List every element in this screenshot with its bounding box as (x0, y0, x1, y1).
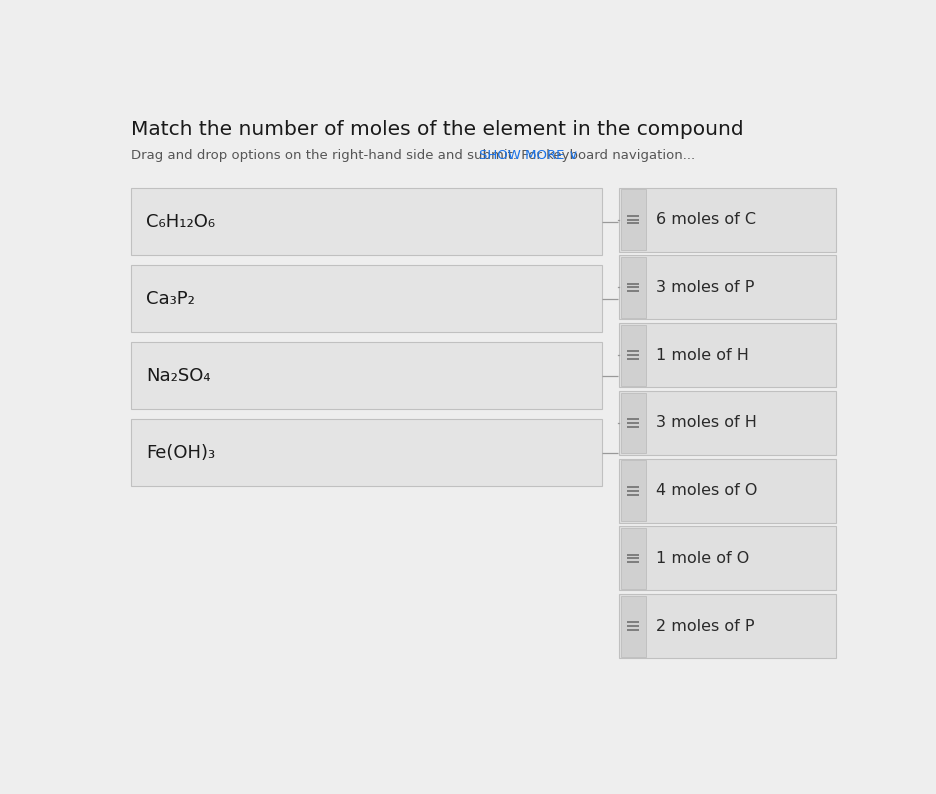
Text: Ca₃P₂: Ca₃P₂ (146, 290, 196, 307)
Text: C₆H₁₂O₆: C₆H₁₂O₆ (146, 213, 215, 230)
FancyBboxPatch shape (621, 528, 646, 589)
Text: 4 moles of O: 4 moles of O (656, 484, 758, 498)
FancyBboxPatch shape (621, 596, 646, 657)
Text: Fe(OH)₃: Fe(OH)₃ (146, 444, 215, 461)
FancyBboxPatch shape (620, 187, 836, 252)
FancyBboxPatch shape (621, 461, 646, 521)
FancyBboxPatch shape (620, 459, 836, 522)
FancyBboxPatch shape (131, 418, 602, 487)
Text: 1 mole of H: 1 mole of H (656, 348, 750, 363)
FancyBboxPatch shape (131, 341, 602, 410)
Text: 6 moles of C: 6 moles of C (656, 212, 756, 227)
FancyBboxPatch shape (620, 594, 836, 658)
FancyBboxPatch shape (131, 264, 602, 333)
FancyBboxPatch shape (620, 323, 836, 387)
FancyBboxPatch shape (621, 189, 646, 250)
Text: Drag and drop options on the right-hand side and submit. For keyboard navigation: Drag and drop options on the right-hand … (131, 149, 704, 162)
FancyBboxPatch shape (131, 187, 602, 256)
Text: 3 moles of H: 3 moles of H (656, 415, 757, 430)
FancyBboxPatch shape (620, 391, 836, 455)
FancyBboxPatch shape (621, 325, 646, 386)
Text: SHOW MORE ∨: SHOW MORE ∨ (479, 149, 578, 162)
FancyBboxPatch shape (620, 256, 836, 319)
Text: Na₂SO₄: Na₂SO₄ (146, 367, 211, 384)
Text: 2 moles of P: 2 moles of P (656, 619, 755, 634)
FancyBboxPatch shape (621, 392, 646, 453)
FancyBboxPatch shape (621, 257, 646, 318)
Text: 3 moles of P: 3 moles of P (656, 280, 754, 295)
Text: 1 mole of O: 1 mole of O (656, 551, 750, 566)
Text: Match the number of moles of the element in the compound: Match the number of moles of the element… (131, 120, 743, 139)
FancyBboxPatch shape (620, 526, 836, 591)
